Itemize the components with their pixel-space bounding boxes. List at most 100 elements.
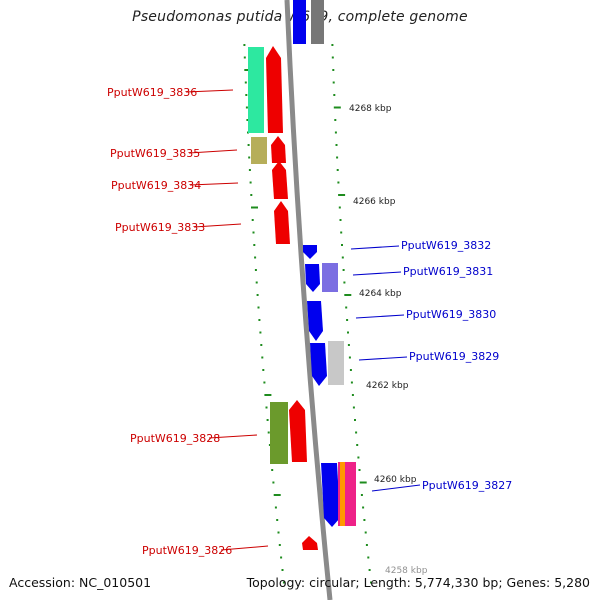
minor-tick — [254, 269, 257, 271]
minor-tick — [343, 281, 346, 284]
minor-tick — [336, 169, 339, 171]
minor-tick — [333, 94, 336, 96]
gene-box-orange-3827[interactable] — [340, 462, 345, 526]
leader-line-3827 — [371, 484, 421, 492]
minor-tick — [356, 444, 359, 446]
leader-line-3830 — [355, 314, 405, 319]
minor-tick — [348, 356, 351, 359]
major-tick — [244, 69, 252, 71]
scale-label-4266: 4266 kbp — [353, 197, 396, 207]
minor-tick — [280, 556, 283, 559]
minor-tick — [351, 394, 354, 396]
minor-tick — [250, 194, 253, 196]
scale-label-4258: 4258 kbp — [385, 566, 428, 576]
major-tick — [264, 394, 272, 396]
gene-arrow-red-3834[interactable] — [272, 161, 288, 199]
minor-tick — [276, 519, 279, 521]
minor-tick — [252, 231, 255, 234]
gene-label-3826[interactable]: PputW619_3826 — [142, 544, 233, 557]
gene-label-3831[interactable]: PputW619_3831 — [403, 265, 494, 278]
minor-tick — [347, 331, 349, 334]
minor-tick — [345, 306, 348, 309]
minor-tick — [262, 369, 265, 371]
gene-arrow-red-3826[interactable] — [302, 536, 318, 550]
gene-label-3827[interactable]: PputW619_3827 — [422, 479, 513, 492]
outer-tick-track — [331, 44, 372, 584]
minor-tick — [363, 519, 366, 521]
minor-tick — [244, 81, 247, 84]
gene-arrow-top-grey[interactable] — [311, 0, 324, 44]
major-tick — [359, 481, 367, 484]
gene-arrow-blue-3830[interactable] — [307, 301, 323, 341]
gene-box-khaki[interactable] — [251, 137, 267, 164]
minor-tick — [245, 106, 248, 109]
minor-tick — [370, 581, 372, 584]
minor-tick — [364, 531, 367, 534]
leader-line-3829 — [358, 356, 408, 361]
minor-tick — [271, 469, 274, 471]
leader-line-3836 — [185, 89, 234, 93]
gene-arrow-blue-3827[interactable] — [321, 463, 340, 527]
gene-arrow-red-3833[interactable] — [274, 201, 290, 244]
minor-tick — [334, 131, 337, 134]
gene-arrow-red-3836[interactable] — [266, 46, 283, 133]
gene-arrow-red-3835[interactable] — [271, 136, 286, 163]
gene-label-3835[interactable]: PputW619_3835 — [110, 147, 201, 160]
scale-label-4264: 4264 kbp — [359, 289, 402, 299]
minor-tick — [251, 219, 254, 221]
minor-tick — [263, 381, 266, 384]
minor-tick — [346, 319, 349, 321]
minor-tick — [278, 544, 281, 546]
minor-tick — [281, 569, 284, 571]
gene-label-3836[interactable]: PputW619_3836 — [107, 86, 198, 99]
minor-tick — [360, 494, 363, 496]
minor-tick — [362, 506, 365, 509]
gene-arrow-blue-3829[interactable] — [310, 343, 327, 386]
minor-tick — [274, 506, 277, 509]
scale-label-4268: 4268 kbp — [349, 104, 392, 114]
minor-tick — [245, 94, 248, 96]
leader-line-3831 — [352, 271, 402, 276]
gene-label-3834[interactable]: PputW619_3834 — [111, 179, 202, 192]
gene-box-teal[interactable] — [248, 47, 264, 133]
gene-label-3829[interactable]: PputW619_3829 — [409, 350, 500, 363]
minor-tick — [367, 556, 370, 559]
gene-arrow-red-3828[interactable] — [289, 400, 307, 462]
gene-box-silver-3829[interactable] — [328, 341, 344, 385]
minor-tick — [368, 569, 371, 571]
minor-tick — [332, 81, 335, 84]
accession-text: Accession: NC_010501 — [9, 575, 152, 590]
gene-arrow-top-blue[interactable] — [293, 0, 306, 44]
minor-tick — [247, 144, 250, 146]
minor-tick — [243, 44, 246, 46]
gene-box-olive[interactable] — [270, 402, 288, 464]
scale-label-4260: 4260 kbp — [374, 475, 417, 485]
minor-tick — [249, 181, 252, 184]
minor-tick — [248, 169, 251, 171]
minor-tick — [347, 344, 350, 346]
minor-tick — [261, 356, 264, 359]
leader-line-3833 — [193, 223, 242, 228]
minor-tick — [272, 481, 275, 484]
minor-tick — [334, 119, 337, 121]
gene-label-3828[interactable]: PputW619_3828 — [130, 432, 221, 445]
scale-label-4262: 4262 kbp — [366, 381, 409, 391]
minor-tick — [338, 206, 341, 209]
gene-label-3830[interactable]: PputW619_3830 — [406, 308, 497, 321]
major-tick — [333, 106, 341, 109]
minor-tick — [255, 281, 258, 284]
gene-label-3832[interactable]: PputW619_3832 — [401, 239, 492, 252]
gene-arrow-blue-3831[interactable] — [305, 264, 320, 292]
minor-tick — [339, 219, 342, 221]
minor-tick — [266, 419, 269, 421]
minor-tick — [336, 156, 339, 159]
major-tick — [251, 206, 258, 209]
gene-box-purple-3831[interactable] — [322, 263, 338, 292]
gene-label-3833[interactable]: PputW619_3833 — [115, 221, 206, 234]
minor-tick — [365, 544, 368, 546]
minor-tick — [354, 419, 356, 421]
gene-arrow-blue-3832[interactable] — [303, 245, 317, 259]
minor-tick — [350, 381, 353, 384]
minor-tick — [253, 244, 256, 246]
